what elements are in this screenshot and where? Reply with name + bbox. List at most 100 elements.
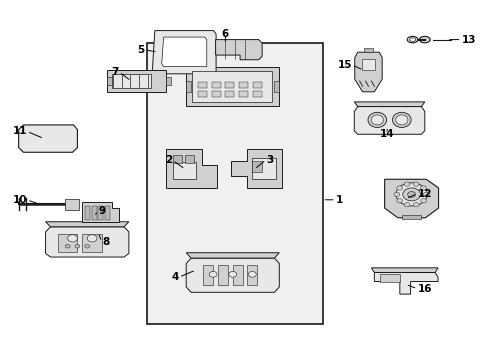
Polygon shape [162,37,207,67]
Bar [198,82,207,88]
Bar [192,71,272,102]
Bar [274,81,279,92]
Circle shape [408,192,416,197]
Text: 6: 6 [222,29,229,39]
Bar [65,199,79,210]
Text: 12: 12 [417,189,432,199]
Bar [239,91,248,97]
Bar [225,82,234,88]
Text: 11: 11 [12,126,27,136]
Bar [233,265,243,285]
Circle shape [209,271,217,277]
Bar [198,91,207,97]
Circle shape [68,235,77,242]
Text: 2: 2 [165,155,172,165]
Polygon shape [371,268,438,273]
Circle shape [229,271,237,277]
Bar [173,162,196,179]
Bar [218,265,228,285]
Polygon shape [186,67,279,106]
Polygon shape [354,107,425,134]
Text: 10: 10 [12,195,27,205]
Bar [82,234,102,252]
Text: 7: 7 [112,67,119,77]
Polygon shape [166,149,217,188]
Bar [58,234,77,252]
Polygon shape [186,258,279,292]
Ellipse shape [407,36,418,43]
Ellipse shape [392,112,411,127]
Bar [247,265,257,285]
Bar [212,82,220,88]
Bar [112,74,151,88]
Polygon shape [19,125,77,152]
Bar [253,91,262,97]
Bar [364,48,373,52]
Circle shape [404,182,410,186]
Polygon shape [354,102,425,107]
Polygon shape [385,179,439,218]
Ellipse shape [410,38,416,41]
Text: 15: 15 [337,60,352,70]
Text: 5: 5 [137,45,145,55]
Bar [186,81,191,92]
Bar [362,59,375,70]
Circle shape [403,188,420,201]
Circle shape [397,199,403,203]
Bar [105,206,110,220]
Bar [173,155,182,163]
Bar [107,77,112,85]
Circle shape [420,186,426,190]
Polygon shape [46,222,129,227]
Circle shape [87,235,97,242]
Bar [252,161,262,172]
Text: 14: 14 [380,129,394,139]
Polygon shape [186,253,279,258]
Bar [92,206,97,220]
Bar [252,158,276,179]
Polygon shape [355,52,382,92]
Bar [203,265,213,285]
Bar [107,70,166,92]
Bar [166,77,171,85]
Polygon shape [231,149,282,188]
Text: 1: 1 [336,195,343,205]
Ellipse shape [371,115,384,125]
Circle shape [423,192,429,197]
Bar [212,91,220,97]
Text: 8: 8 [102,237,109,247]
Polygon shape [82,202,119,222]
Circle shape [420,199,426,203]
Bar [239,82,248,88]
Ellipse shape [396,115,408,125]
Text: 4: 4 [172,272,179,282]
Ellipse shape [368,112,387,127]
Polygon shape [374,273,438,294]
Circle shape [248,271,256,277]
Circle shape [85,244,90,248]
Bar [98,206,103,220]
Circle shape [396,183,427,206]
Bar [147,43,323,324]
Bar [253,82,262,88]
Bar [402,215,421,219]
Circle shape [404,203,410,207]
Circle shape [65,244,70,248]
Polygon shape [216,40,262,60]
Bar [85,206,90,220]
Text: 13: 13 [462,35,476,45]
Text: 9: 9 [98,206,105,216]
Circle shape [397,186,403,190]
Text: 16: 16 [417,284,432,294]
Circle shape [75,244,80,248]
Polygon shape [152,31,216,74]
Circle shape [394,192,400,197]
Bar [185,155,194,163]
Text: 3: 3 [266,155,273,165]
Ellipse shape [419,36,430,43]
Bar [225,91,234,97]
Polygon shape [46,227,129,257]
Circle shape [413,203,419,207]
Bar [380,274,400,282]
Circle shape [413,182,419,186]
